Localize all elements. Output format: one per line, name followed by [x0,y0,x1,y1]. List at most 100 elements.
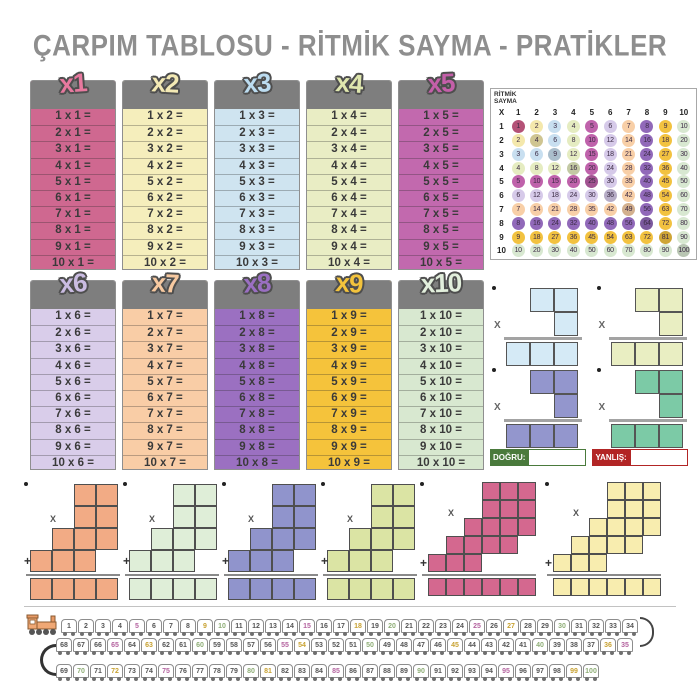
equation-row: 9 x 6 = [31,438,115,455]
train-wagon: 73 [124,664,140,681]
multiply-sign-label: X [248,514,255,524]
train-wagon: 20 [384,619,400,636]
grid-cell: 70 [619,244,637,258]
grid-value-circle: 40 [677,161,691,175]
train-wagon: 78 [209,664,225,681]
grid-cell: 2 [509,133,527,148]
grid-cell: 10 [675,120,693,134]
stair-square [607,536,625,554]
card-header: x8 [215,267,299,309]
wrong-label: YANLIŞ: [592,449,630,466]
train-wagon: 41 [515,638,531,655]
stair-square [349,528,371,550]
grid-value-circle: 36 [566,230,580,244]
train-wagon: 62 [158,638,174,655]
train-wagon: 50 [362,638,378,655]
wrong-input[interactable] [629,449,688,466]
card-header: x10 [399,267,483,309]
grid-row-label: 2 [499,135,504,145]
grid-value-circle: 6 [530,147,544,161]
card-body: 1 x 9 = 2 x 9 = 3 x 9 = 4 x 9 = 5 x 9 = 6 x 9… [307,309,391,471]
train-wagon: 55 [277,638,293,655]
grid-cell: 90 [656,244,674,258]
grid-cell: 4 [527,133,545,148]
train-wagon: 34 [622,619,638,636]
grid-cell: 18 [546,189,564,203]
stair-square [195,484,217,506]
grid-value-circle: 6 [548,133,562,147]
train-wagon: 47 [413,638,429,655]
grid-value-circle: 60 [603,244,617,258]
grid-value-circle: 56 [640,202,654,216]
grid-value-circle: 7 [622,120,636,134]
equation-row: 10 x 10 = [399,454,483,471]
stair-square [571,536,589,554]
grid-cell: 36 [564,230,582,244]
grid-cell: 30 [601,175,619,189]
stair-square [30,578,52,600]
grid-cell: 63 [656,202,674,217]
answer-bar [608,337,687,340]
train-wagon: 46 [430,638,446,655]
train-wagon: 19 [367,619,383,636]
train-row-2: 68 67 66 65 64 63 62 61 60 59 58 57 56 55 54 53 52 51 50 49… [56,638,633,655]
shape-puzzle-4: X [595,364,698,448]
block-puzzles: X X X X [490,282,698,448]
equation-row: 5 x 4 = [307,173,391,190]
equation-row: 5 x 3 = [215,173,299,190]
grid-cell: 8 [509,216,527,230]
card-title-label: x3 [242,67,272,99]
stair-square [500,500,518,518]
stair-square [294,506,316,528]
grid-value-circle: 3 [548,120,562,134]
equation-row: 7 x 5 = [399,206,483,222]
grid-value-circle: 12 [530,189,544,203]
stair-square [607,482,625,500]
equation-row: 10 x 9 = [307,454,391,471]
card-body: 1 x 6 = 2 x 6 = 3 x 6 = 4 x 6 = 5 x 6 = 6 x 6… [31,309,115,471]
train-connector-left [40,644,56,676]
answer-line [422,574,536,576]
grid-cell: 32 [638,161,656,175]
card-header: x6 [31,267,115,309]
grid-cell: 28 [619,161,637,175]
grid-cell: 36 [601,189,619,203]
stair-puzzle-6: X + [545,478,669,604]
equation-row: 9 x 8 = [215,438,299,455]
equation-row: 5 x 2 = [123,173,207,190]
equation-row: 3 x 7 = [123,341,207,357]
grid-value-circle: 30 [677,147,691,161]
grid-value-circle: 27 [658,147,672,161]
equation-row: 2 x 5 = [399,125,483,141]
stair-square [464,554,482,572]
stair-square [129,578,151,600]
equation-row: 4 x 6 = [31,357,115,374]
puzzle-square [554,394,578,418]
grid-value-circle: 10 [530,175,544,189]
grid-value-circle: 10 [677,120,691,134]
correct-input[interactable] [528,449,587,466]
equation-row: 1 x 6 = [55,310,91,322]
train-wagon: 90 [413,664,429,681]
grid-value-circle: 49 [622,202,636,216]
grid-cell: 35 [583,202,601,217]
equation-row: 1 x 1 = [55,110,91,122]
equation-row: 9 x 4 = [307,238,391,255]
stair-square [482,518,500,536]
grid-column-header: 2 [534,108,539,118]
grid-column-header: 4 [571,108,576,118]
grid-cell: 12 [546,161,564,175]
locomotive-icon [26,614,57,635]
grid-value-circle: 20 [530,244,544,258]
train-wagon: 61 [175,638,191,655]
equation-row: 6 x 7 = [123,389,207,406]
stair-square [643,500,661,518]
grid-value-circle: 54 [603,230,617,244]
train-wagon: 84 [311,664,327,681]
stair-square [74,528,96,550]
grid-value-circle: 32 [566,216,580,230]
grid-value-circle: 6 [603,120,617,134]
grid-column-header: 7 [626,108,631,118]
shape-puzzle-1: X [490,282,593,366]
grid-value-circle: 90 [677,230,691,244]
